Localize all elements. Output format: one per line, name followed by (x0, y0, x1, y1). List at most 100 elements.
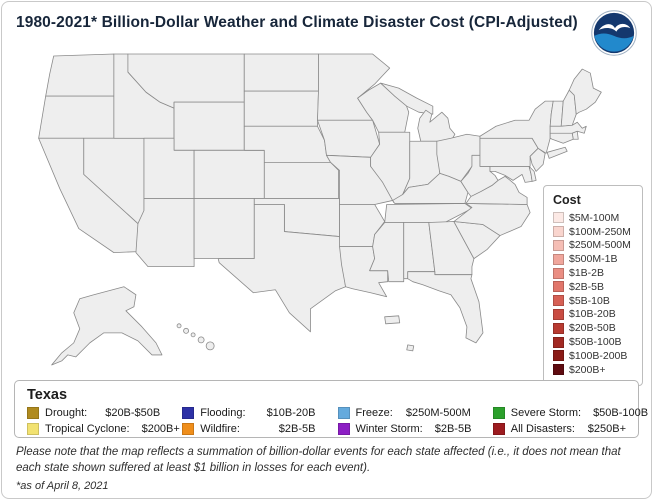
legend-row: $100M-250M (553, 225, 633, 239)
legend-row: $50B-100B (553, 335, 633, 349)
legend-color-chip (553, 350, 564, 362)
detail-label: All Disasters: (510, 423, 575, 435)
detail-entry-all-disasters: All Disasters: $250B+ (492, 423, 626, 435)
state-washington[interactable] (45, 53, 115, 97)
legend-color-chip (553, 281, 564, 293)
state-south-dakota[interactable] (243, 90, 319, 127)
state-alaska[interactable] (51, 286, 163, 366)
legend-row: $10B-20B (553, 308, 633, 322)
legend-row: $500M-1B (553, 252, 633, 266)
state-florida[interactable] (407, 271, 484, 344)
legend-row: $5B-10B (553, 294, 633, 308)
legend-row: $250M-500M (553, 239, 633, 253)
noaa-logo (591, 10, 637, 61)
noaa-logo-icon (591, 10, 637, 56)
severe-storm-color-chip (492, 407, 505, 419)
legend-row: $5M-100M (553, 211, 633, 225)
drought-color-chip (27, 407, 39, 419)
state-north-carolina[interactable] (453, 203, 531, 236)
winter-storm-color-chip (337, 423, 350, 435)
state-tennessee[interactable] (384, 203, 473, 223)
legend-row: $100B-200B (553, 349, 633, 363)
detail-label: Wildfire: (200, 423, 240, 435)
legend-label: $5B-10B (569, 294, 610, 307)
detail-value: $2B-5B (278, 423, 316, 435)
state-wyoming[interactable] (173, 101, 245, 151)
state-new-jersey[interactable] (529, 147, 546, 172)
detail-entry-severe-storm: Severe Storm: $50B-100B (492, 407, 648, 419)
legend-label: $1B-2B (569, 267, 605, 280)
tropical-cyclone-color-chip (27, 423, 39, 435)
territory-puerto-rico[interactable] (384, 315, 401, 325)
state-michigan-upper[interactable] (380, 82, 434, 115)
detail-entry-freeze: Freeze: $250M-500M (337, 407, 471, 419)
state-new-mexico[interactable] (193, 198, 255, 260)
legend-color-chip (553, 226, 564, 238)
detail-value: $20B-$50B (105, 407, 161, 419)
legend-label: $20B-50B (569, 322, 616, 335)
state-delaware[interactable] (528, 165, 537, 182)
legend-color-chip (553, 322, 564, 334)
legend-label: $100B-200B (569, 349, 628, 362)
all-disasters-color-chip (492, 423, 505, 435)
state-kansas[interactable] (263, 161, 339, 199)
detail-entry-drought: Drought: $20B-$50B (27, 407, 160, 419)
legend-color-chip (553, 253, 564, 265)
as-of-date: *as of April 8, 2021 (16, 480, 109, 492)
detail-value: $50B-100B (593, 407, 649, 419)
state-colorado[interactable] (193, 149, 265, 199)
header: 1980-2021* Billion-Dollar Weather and Cl… (2, 2, 651, 56)
map-note: Please note that the map reflects a summ… (16, 446, 621, 474)
state-arizona[interactable] (135, 198, 195, 268)
legend-color-chip (553, 267, 564, 279)
state-pennsylvania[interactable] (479, 137, 539, 167)
cost-legend: Cost $5M-100M $100M-250M $250M-500M $500… (543, 185, 643, 386)
state-michigan-lower[interactable] (417, 109, 456, 142)
legend-color-chip (553, 295, 564, 307)
detail-label: Tropical Cyclone: (45, 423, 130, 435)
wildfire-color-chip (182, 423, 195, 435)
legend-label: $100M-250M (569, 225, 631, 238)
state-detail-title: Texas (27, 387, 68, 403)
legend-label: $5M-100M (569, 211, 620, 224)
state-oregon[interactable] (38, 95, 115, 139)
freeze-color-chip (337, 407, 350, 419)
state-detail-grid: Drought: $20B-$50B Flooding: $10B-20B Free… (27, 407, 648, 435)
legend-label: $2B-5B (569, 280, 605, 293)
state-iowa[interactable] (317, 119, 381, 158)
state-maine[interactable] (568, 68, 602, 115)
state-north-dakota[interactable] (243, 53, 319, 92)
legend-label: $10B-20B (569, 308, 616, 321)
detail-entry-flooding: Flooding: $10B-20B (182, 407, 316, 419)
detail-value: $10B-20B (266, 407, 316, 419)
detail-label: Drought: (45, 407, 88, 419)
state-new-york-long-island[interactable] (546, 146, 568, 159)
legend-color-chip (553, 364, 564, 376)
legend-label: $500M-1B (569, 253, 618, 266)
detail-value: $250B+ (587, 423, 626, 435)
legend-label: $200B+ (569, 363, 606, 376)
state-wisconsin[interactable] (357, 82, 410, 133)
detail-entry-tropical-cyclone: Tropical Cyclone: $200B+ (27, 423, 180, 435)
state-texas[interactable] (217, 204, 346, 333)
legend-color-chip (553, 336, 564, 348)
legend-label: $50B-100B (569, 336, 622, 349)
legend-row: $20B-50B (553, 321, 633, 335)
detail-label: Flooding: (200, 407, 246, 419)
legend-row: $200B+ (553, 363, 633, 377)
us-choropleth-map (2, 48, 651, 384)
detail-entry-winter-storm: Winter Storm: $2B-5B (337, 423, 472, 435)
legend-color-chip (553, 212, 564, 224)
state-hawaii[interactable] (176, 323, 215, 351)
detail-label: Winter Storm: (355, 423, 423, 435)
legend-row: $2B-5B (553, 280, 633, 294)
state-connecticut[interactable] (549, 132, 574, 144)
detail-value: $2B-5B (434, 423, 472, 435)
territory-us-virgin-islands[interactable] (406, 344, 415, 352)
detail-value: $250M-500M (405, 407, 471, 419)
legend-row: $1B-2B (553, 266, 633, 280)
legend-color-chip (553, 308, 564, 320)
cost-legend-title: Cost (553, 193, 581, 207)
state-detail-panel: Texas Drought: $20B-$50B Flooding: $10B-20… (14, 380, 648, 438)
